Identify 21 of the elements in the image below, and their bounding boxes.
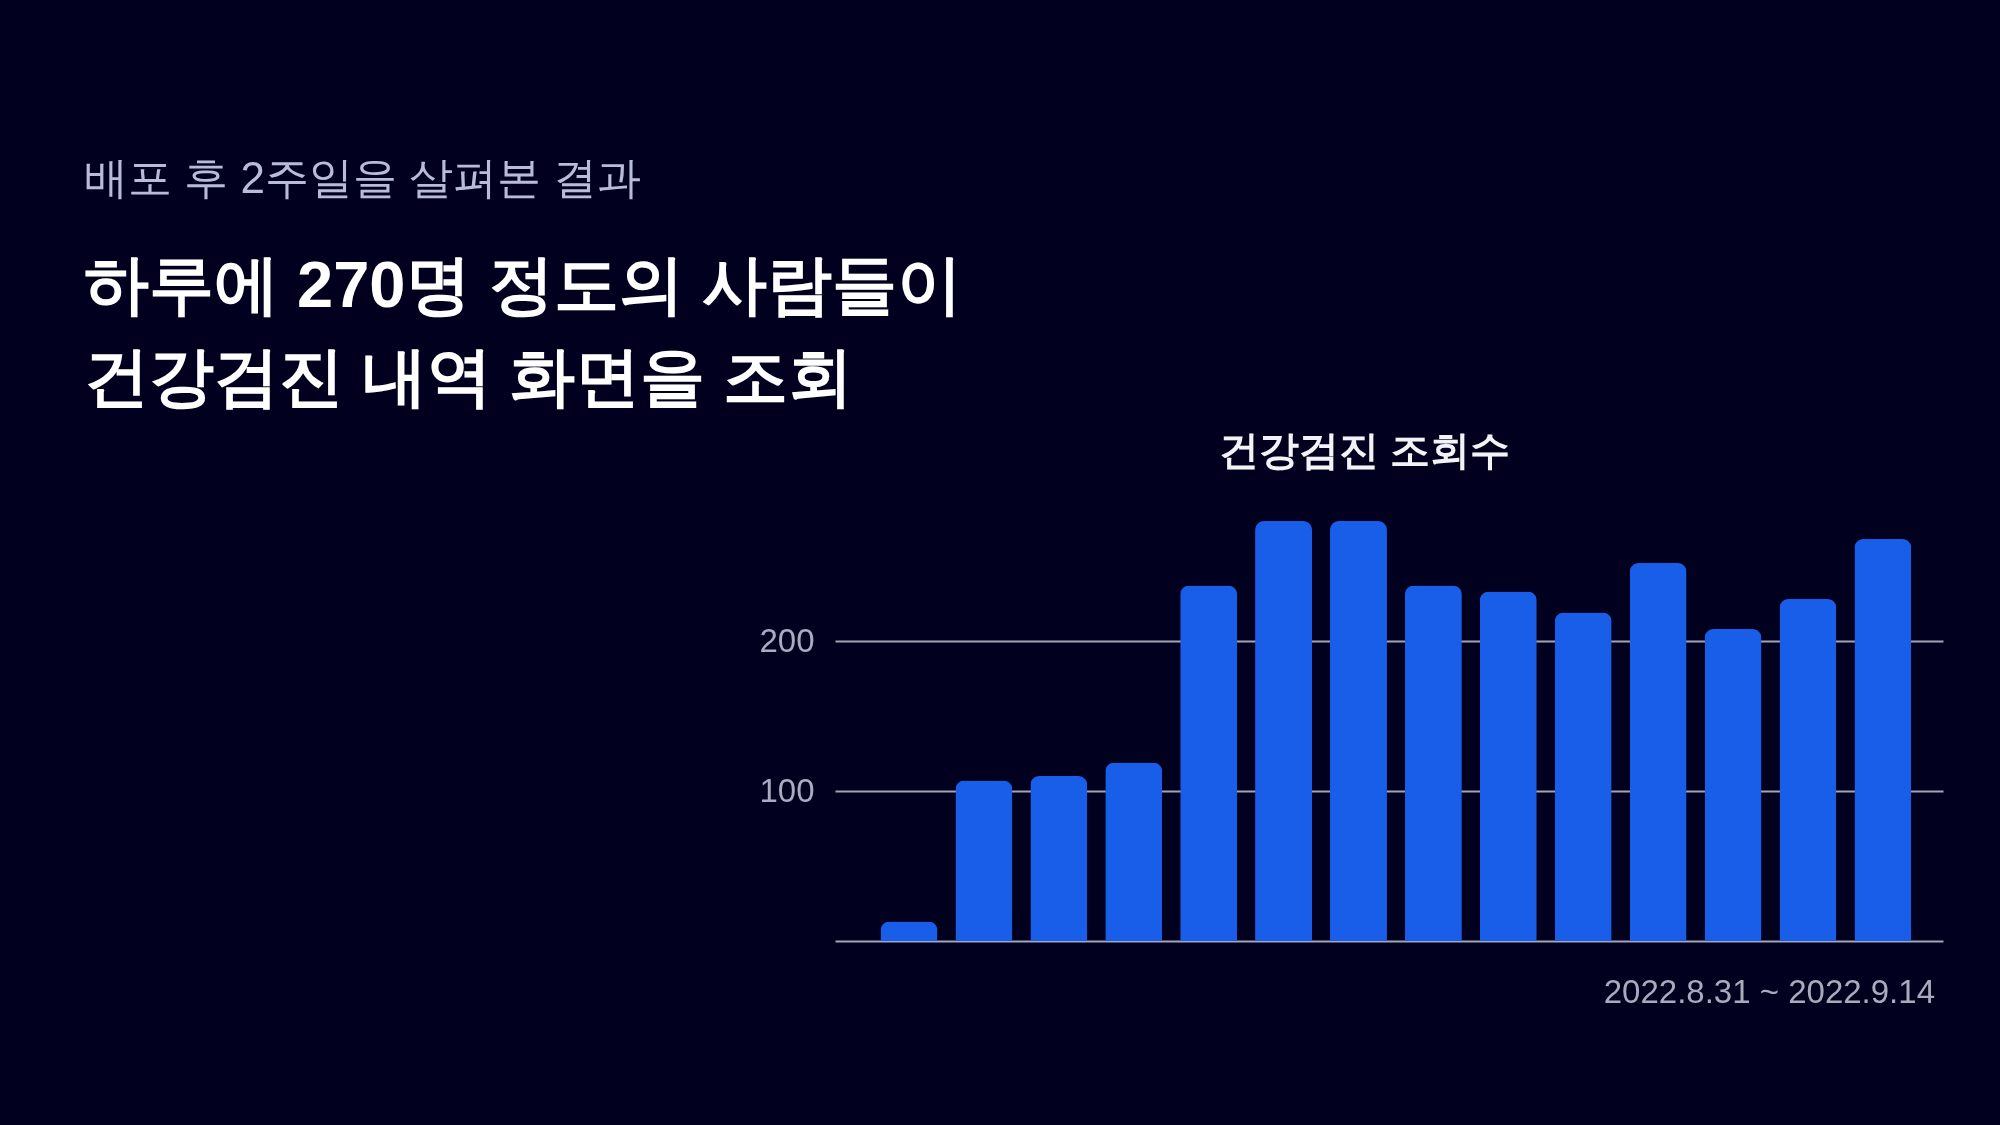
bar bbox=[1255, 521, 1313, 941]
bar bbox=[1554, 612, 1612, 941]
bar bbox=[955, 780, 1013, 941]
bar bbox=[1180, 585, 1238, 941]
text: 2022.8.31 ~ 2022.9.14 bbox=[1603, 973, 1935, 1010]
bar bbox=[1105, 762, 1163, 941]
chart-title: 건강검진 조회수 bbox=[1219, 428, 1511, 472]
y-tick-label: 100 bbox=[759, 771, 815, 809]
bar bbox=[1330, 521, 1387, 941]
bar bbox=[1854, 539, 1912, 941]
bar bbox=[880, 921, 938, 941]
bar bbox=[1404, 585, 1462, 941]
text: 배포 후 2주일을 살펴본 결과 bbox=[84, 153, 642, 202]
text: 건강검진 내역 화면을 조회 bbox=[84, 340, 854, 413]
bar bbox=[1629, 563, 1687, 941]
bar bbox=[1704, 629, 1762, 941]
text: 하루에 270명 정도의 사람들이 bbox=[84, 248, 962, 321]
bar bbox=[1779, 599, 1837, 941]
bar bbox=[1479, 591, 1537, 941]
y-tick-label: 200 bbox=[759, 621, 815, 659]
bar bbox=[1030, 776, 1088, 941]
